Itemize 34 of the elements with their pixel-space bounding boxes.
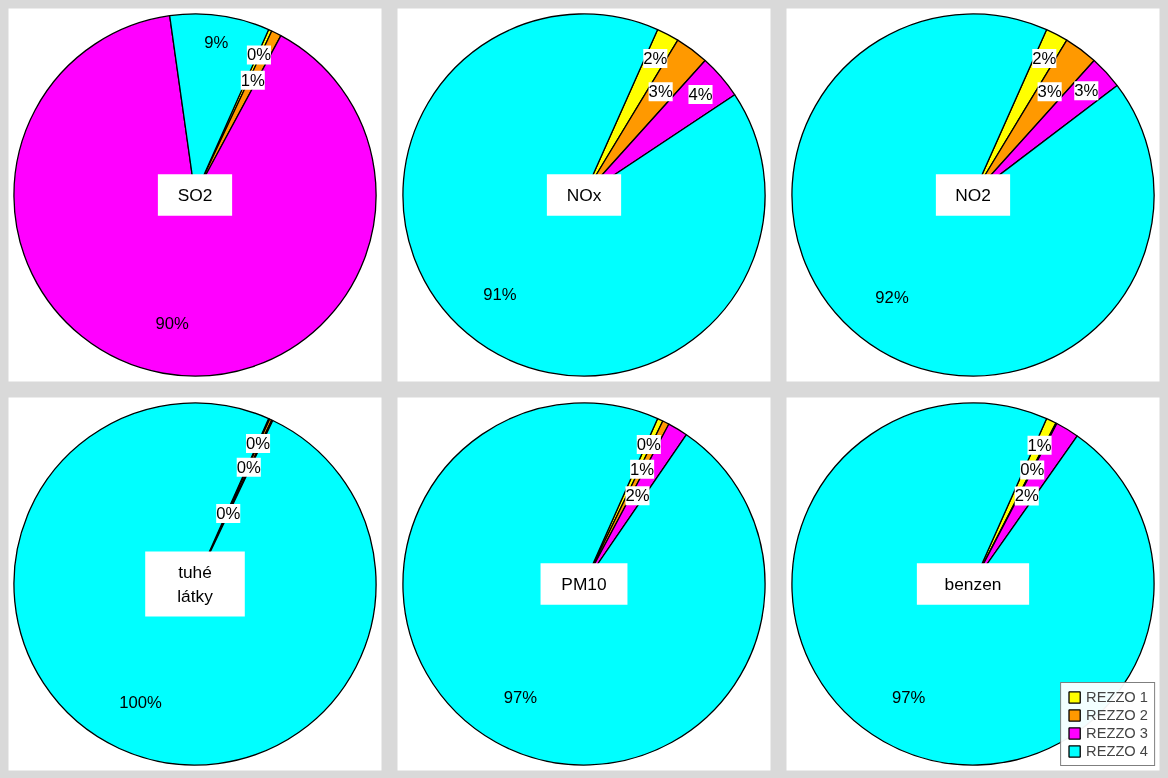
- legend-label: REZZO 2: [1086, 707, 1148, 723]
- data-label: 97%: [503, 688, 538, 708]
- data-label: 0%: [1020, 460, 1045, 480]
- data-label: 0%: [636, 434, 662, 454]
- data-label: 3%: [648, 82, 673, 102]
- data-label: 0%: [236, 457, 261, 477]
- data-label: 2%: [643, 49, 668, 69]
- data-label: 90%: [155, 313, 189, 333]
- data-label: 91%: [483, 285, 517, 305]
- text: tuhé látky: [177, 562, 214, 606]
- data-label: 4%: [688, 84, 713, 104]
- legend-label: REZZO 1: [1086, 689, 1148, 705]
- text: NO2: [955, 185, 991, 205]
- text: SO2: [177, 185, 213, 205]
- data-label: 92%: [875, 287, 909, 307]
- text: PM10: [561, 574, 607, 594]
- text: NOx: [566, 185, 602, 205]
- data-label: 3%: [1037, 82, 1062, 102]
- data-label: 0%: [216, 504, 241, 524]
- data-label: 1%: [240, 70, 265, 90]
- data-label: 1%: [630, 459, 655, 479]
- data-label: 3%: [1074, 81, 1099, 101]
- data-label: 2%: [1032, 49, 1057, 69]
- legend-label: REZZO 3: [1086, 725, 1148, 741]
- data-label: 97%: [891, 687, 926, 707]
- data-label: 2%: [625, 486, 650, 506]
- data-label: 9%: [204, 33, 229, 53]
- data-label: 0%: [246, 45, 272, 65]
- data-label: 100%: [119, 692, 162, 712]
- data-label: 0%: [246, 434, 271, 454]
- text: benzen: [944, 574, 1002, 594]
- data-label: 2%: [1014, 486, 1039, 506]
- legend-label: REZZO 4: [1086, 743, 1148, 759]
- data-label: 1%: [1027, 435, 1052, 455]
